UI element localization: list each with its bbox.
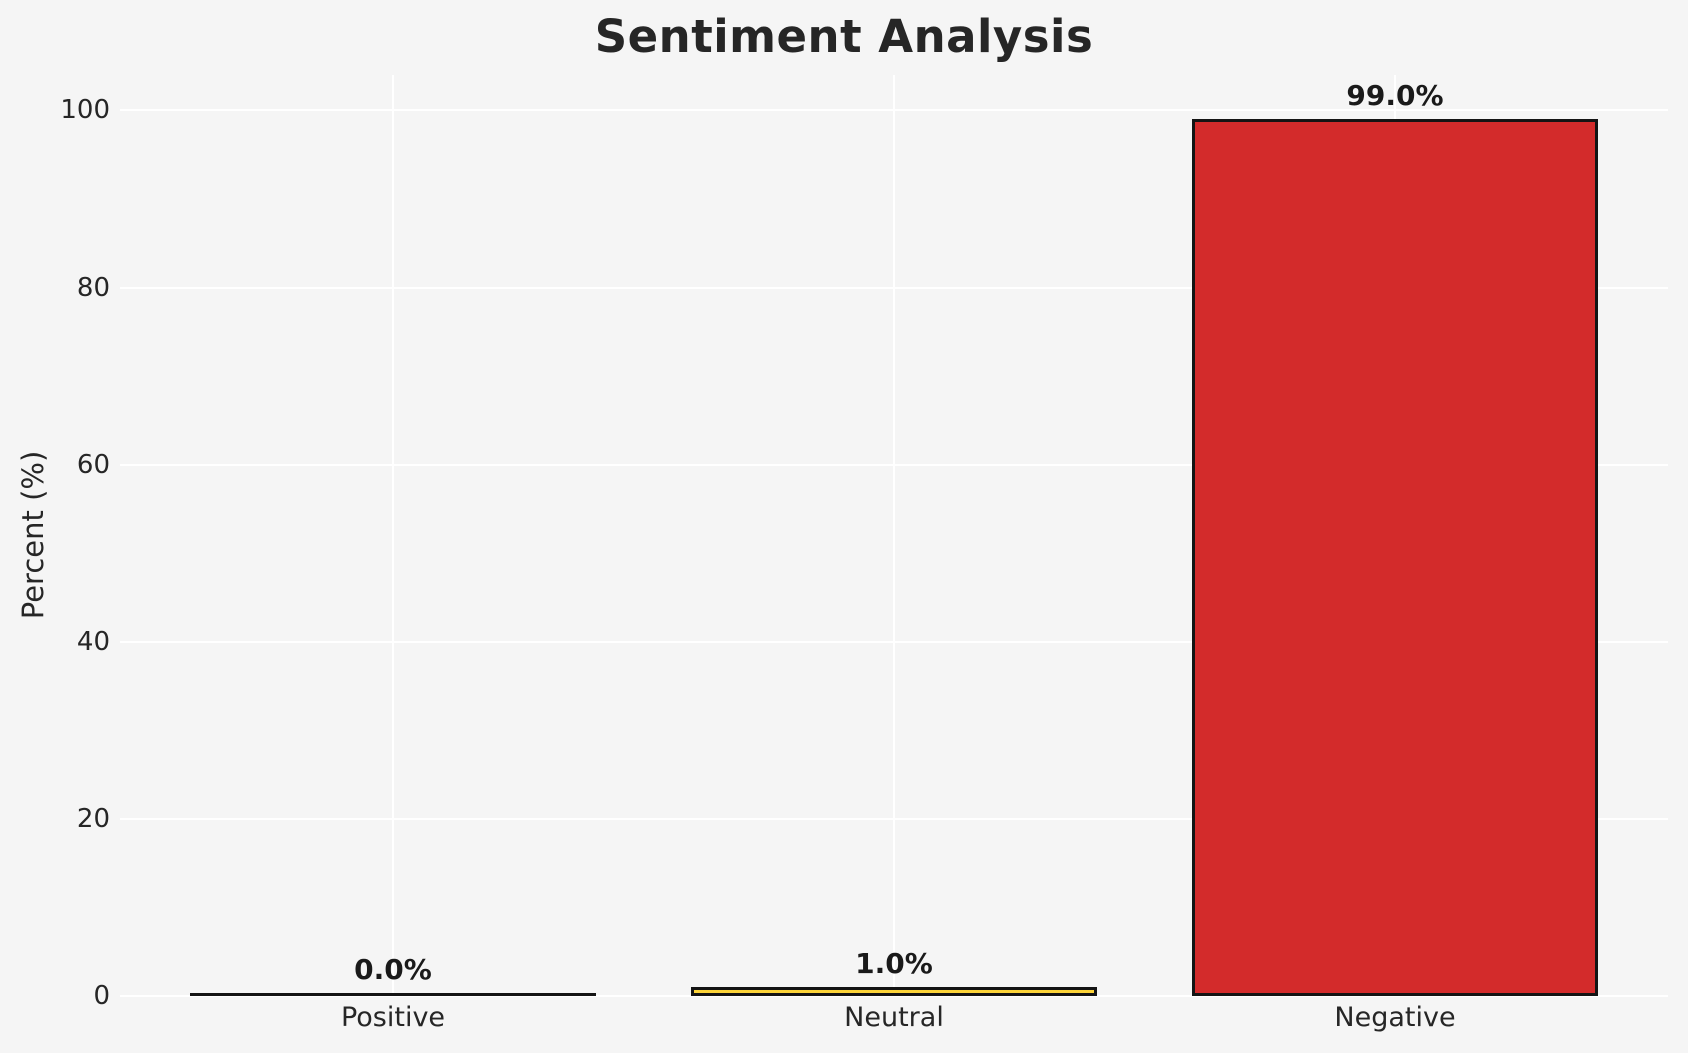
bar-value-label: 99.0% [1346,79,1444,112]
chart-title: Sentiment Analysis [594,10,1094,63]
y-tick-label: 80 [76,273,110,303]
y-tick-label: 100 [60,95,110,125]
y-tick-label: 40 [76,627,110,657]
y-tick-label: 60 [76,450,110,480]
gridline-vertical [893,75,895,996]
x-category-label: Positive [340,1002,446,1033]
gridline-horizontal [120,995,1668,997]
x-category-label: Neutral [844,1002,944,1033]
y-tick-label: 0 [93,981,110,1011]
bar-negative [1192,119,1598,996]
bar-value-label: 1.0% [855,947,933,980]
bar-value-label: 0.0% [354,953,432,986]
plot-area: 0.0% 1.0% 99.0% [120,75,1668,997]
bar-positive [190,993,596,996]
bar-neutral [691,987,1097,996]
y-tick-label: 20 [76,804,110,834]
x-category-label: Negative [1334,1002,1456,1033]
gridline-vertical [392,75,394,996]
